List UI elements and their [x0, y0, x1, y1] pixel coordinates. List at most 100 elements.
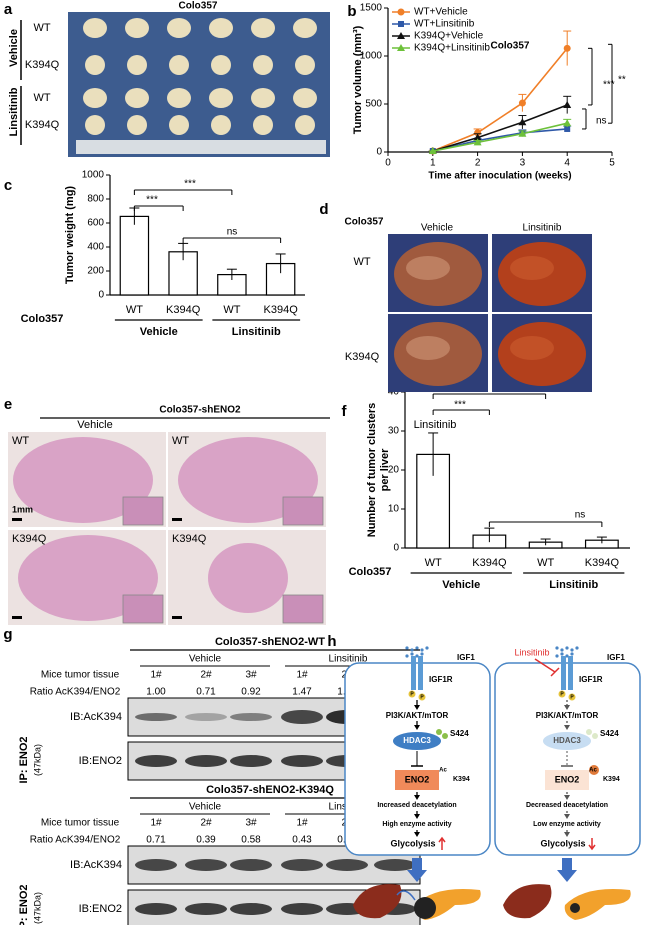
label: Decreased deacetylation: [526, 802, 608, 809]
tumor: [125, 88, 149, 108]
phospho: [408, 690, 416, 698]
y-tick-label: 400: [87, 242, 104, 253]
y-tick-label: 600: [87, 218, 104, 229]
legend-marker: [397, 8, 405, 16]
marker: [428, 147, 437, 155]
phospho-mark: [592, 733, 598, 739]
x-tick-label: 3: [520, 158, 526, 169]
label: IGF1R: [579, 675, 603, 684]
legend-label: K394Q+Linsitinib: [414, 43, 490, 54]
legend-label: K394Q+Vehicle: [414, 31, 484, 42]
ligand-dot: [560, 648, 564, 652]
legend-marker: [398, 21, 404, 27]
group-label: Linsitinib: [549, 579, 598, 591]
tumor: [251, 88, 275, 108]
ligand-dot: [555, 654, 559, 658]
hdac: [543, 732, 591, 750]
band: [135, 903, 177, 915]
tissue: [13, 437, 153, 523]
label: K394Q: [25, 119, 60, 131]
marker: [518, 129, 527, 137]
label: Glycolysis: [390, 838, 435, 848]
annotation: ***: [603, 79, 615, 90]
y-tick-label: 30: [388, 426, 400, 437]
tumor: [209, 88, 233, 108]
scale-bar: [172, 616, 182, 619]
y-tick-label: 0: [98, 290, 104, 301]
phospho-mark: [442, 733, 448, 739]
y-tick-label: 40: [388, 387, 400, 398]
ligand-dot: [555, 646, 559, 650]
label: Vehicle: [189, 802, 222, 813]
label: IGF1: [607, 653, 625, 662]
ligand-dot: [420, 652, 424, 656]
label: (47kDa): [32, 744, 42, 776]
label: PI3K/AKT/mTOR: [536, 711, 599, 720]
band: [281, 859, 323, 871]
label: HDAC3: [553, 736, 581, 745]
line: [432, 104, 568, 152]
tumor: [209, 18, 233, 38]
inset: [282, 496, 324, 526]
group-label: Linsitinib: [232, 326, 281, 338]
inset: [282, 594, 324, 624]
annotation: ns: [575, 510, 586, 521]
y-tick-label: 1500: [360, 3, 383, 14]
label: Linsitinib: [523, 223, 562, 234]
label: Glycolysis: [540, 838, 585, 848]
label: Colo357-shENO2: [159, 405, 241, 416]
marker: [563, 100, 572, 108]
panel-label: e: [4, 396, 12, 413]
receptor: [418, 656, 423, 690]
x-tick-label: K394Q: [472, 557, 507, 569]
label: WT: [33, 22, 50, 34]
rule: [550, 667, 560, 677]
arrow-head: [414, 725, 420, 730]
big-arrow: [557, 858, 577, 882]
x-tick-label: WT: [126, 304, 143, 316]
label: IB:AcK394: [70, 859, 122, 871]
label: Vehicle: [8, 29, 20, 67]
pancreas: [564, 889, 631, 920]
liver-highlight: [406, 336, 450, 360]
marker: [473, 138, 482, 146]
marker: [474, 129, 482, 137]
band: [374, 859, 416, 871]
label: P: [560, 691, 564, 697]
tumor: [211, 55, 231, 75]
tumor: [125, 18, 149, 38]
label: IB:ENO2: [79, 755, 122, 767]
label: WT: [12, 435, 29, 447]
band: [135, 859, 177, 871]
liver: [353, 884, 402, 919]
x-tick-label: K394Q: [264, 304, 299, 316]
x-tick-label: 2: [475, 158, 481, 169]
arrow-head: [564, 725, 570, 730]
arrow-head: [414, 832, 420, 837]
x-tick-label: WT: [425, 557, 442, 569]
y-tick-label: 200: [87, 266, 104, 277]
label: 2#: [200, 670, 212, 681]
label: WT: [33, 92, 50, 104]
x-tick-label: 0: [385, 158, 391, 169]
tumor: [253, 55, 273, 75]
label: Vehicle: [189, 654, 222, 665]
label: K394Q: [12, 533, 47, 545]
tumor: [253, 115, 273, 135]
label: Colo357-shENO2-K394Q: [206, 784, 334, 796]
y-tick-label: 0: [393, 543, 399, 554]
arrow-head: [564, 832, 570, 837]
label: 0.43: [292, 835, 312, 846]
band: [230, 755, 272, 767]
label: 2#: [200, 818, 212, 829]
legend-label: WT+Linsitinib: [414, 19, 475, 30]
label: 1.47: [292, 687, 312, 698]
band: [135, 713, 177, 721]
arrow-head: [564, 705, 570, 710]
panel-label: b: [347, 3, 356, 20]
label: Mice tumor tissue: [41, 818, 120, 829]
tumor: [85, 55, 105, 75]
tumor: [85, 115, 105, 135]
label: Ac: [589, 768, 597, 774]
